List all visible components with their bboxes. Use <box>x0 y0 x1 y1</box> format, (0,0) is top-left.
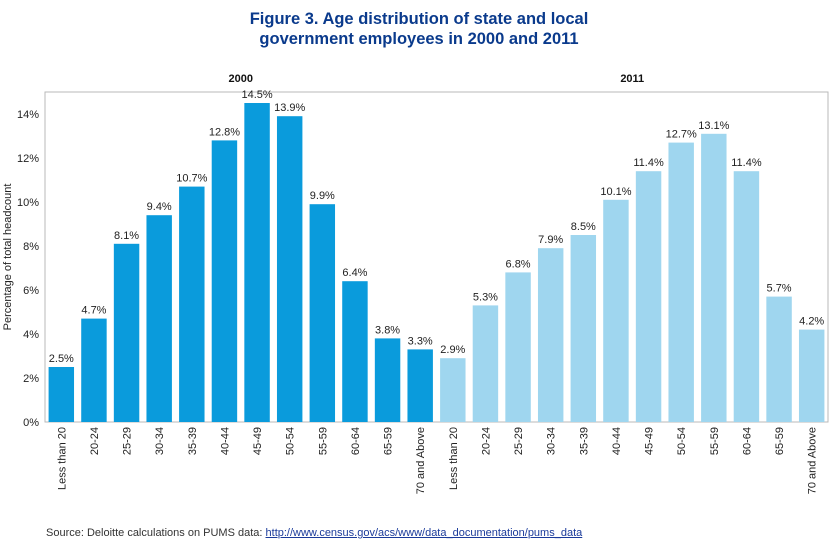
x-tick-label: 45-49 <box>252 427 264 455</box>
bar <box>798 329 825 422</box>
chart-title-line-2: government employees in 2000 and 2011 <box>259 30 579 48</box>
data-label: 9.9% <box>310 190 335 202</box>
data-label: 4.2% <box>799 316 824 328</box>
bar <box>570 235 597 422</box>
x-tick-label: 20-24 <box>89 427 101 455</box>
bar <box>244 103 270 422</box>
bar <box>766 296 792 422</box>
data-label: 13.1% <box>698 120 729 132</box>
group-label: 2000 <box>229 73 253 85</box>
data-label: 7.9% <box>538 234 563 246</box>
x-tick-label: 60-64 <box>741 427 753 455</box>
x-tick-label: 65-59 <box>383 427 395 455</box>
x-tick-label: 50-54 <box>285 427 297 455</box>
bar <box>211 140 238 422</box>
data-label: 9.4% <box>147 201 172 213</box>
source-note: Source: Deloitte calculations on PUMS da… <box>46 527 582 539</box>
data-label: 2.5% <box>49 353 74 365</box>
group-label: 2011 <box>620 73 644 85</box>
x-tick-label: 25-29 <box>513 427 525 455</box>
bar <box>407 349 433 422</box>
x-tick-label: 55-59 <box>709 427 721 455</box>
data-label: 3.3% <box>408 335 433 347</box>
data-label: 6.4% <box>342 267 367 279</box>
data-label: 12.8% <box>209 126 240 138</box>
y-tick-label: 12% <box>17 153 39 165</box>
y-tick-label: 8% <box>23 241 39 253</box>
x-tick-label: 25-29 <box>122 427 134 455</box>
data-label: 3.8% <box>375 324 400 336</box>
bar <box>668 142 694 422</box>
data-label: 5.7% <box>767 283 792 295</box>
bar <box>81 318 107 422</box>
data-label: 11.4% <box>633 157 664 169</box>
chart-title: Figure 3. Age distribution of state and … <box>0 9 838 49</box>
bar <box>733 171 760 422</box>
bar <box>48 367 75 422</box>
x-tick-label: 70 and Above <box>807 427 819 494</box>
x-tick-label: 45-49 <box>644 427 656 455</box>
x-tick-label: 40-44 <box>219 427 231 455</box>
y-axis-label: Percentage of total headcount <box>2 184 14 331</box>
data-label: 12.7% <box>666 129 697 141</box>
data-label: 4.7% <box>81 305 106 317</box>
x-tick-label: 30-34 <box>154 427 166 455</box>
bar <box>276 116 303 422</box>
x-tick-label: Less than 20 <box>448 427 460 490</box>
x-tick-label: 40-44 <box>611 427 623 455</box>
data-label: 11.4% <box>731 157 762 169</box>
bar <box>472 305 499 422</box>
x-tick-label: 35-39 <box>187 427 199 455</box>
bar <box>342 281 368 422</box>
y-tick-label: 0% <box>23 417 39 429</box>
bar <box>603 199 629 422</box>
plot-frame <box>44 91 829 423</box>
x-tick-label: 35-39 <box>578 427 590 455</box>
data-label: 14.5% <box>241 89 272 101</box>
source-link[interactable]: http://www.census.gov/acs/www/data_docum… <box>265 527 583 539</box>
bar <box>179 186 205 422</box>
chart-title-line-1: Figure 3. Age distribution of state and … <box>249 10 589 28</box>
y-tick-label: 14% <box>17 109 39 121</box>
y-tick-label: 10% <box>17 197 39 209</box>
data-label: 5.3% <box>473 291 498 303</box>
x-tick-label: 30-34 <box>546 427 558 455</box>
bar <box>113 243 140 422</box>
x-tick-label: 65-59 <box>774 427 786 455</box>
bar <box>635 171 662 422</box>
y-tick-label: 6% <box>23 285 39 297</box>
y-tick-label: 2% <box>23 373 39 385</box>
bar <box>701 133 727 423</box>
y-tick-label: 4% <box>23 329 39 341</box>
x-tick-label: 20-24 <box>480 427 492 455</box>
data-label: 8.5% <box>571 221 596 233</box>
source-prefix: Source: Deloitte calculations on PUMS da… <box>46 527 266 539</box>
bar <box>146 215 172 422</box>
x-tick-label: Less than 20 <box>56 427 68 490</box>
bar <box>537 248 564 422</box>
data-label: 2.9% <box>440 344 465 356</box>
bar <box>505 272 531 422</box>
x-tick-label: 55-59 <box>317 427 329 455</box>
x-tick-label: 50-54 <box>676 427 688 455</box>
x-tick-label: 70 and Above <box>415 427 427 494</box>
bar-chart: 0% 2% 4% 6% 8% 10% 12% 14% Percentage of total h… <box>2 73 829 494</box>
data-label: 13.9% <box>274 102 305 114</box>
bar <box>440 358 466 422</box>
bar <box>374 338 401 422</box>
x-tick-label: 60-64 <box>350 427 362 455</box>
data-label: 6.8% <box>506 258 531 270</box>
bar <box>309 204 336 422</box>
data-label: 10.7% <box>176 173 207 185</box>
data-label: 8.1% <box>114 230 139 242</box>
data-label: 10.1% <box>600 186 631 198</box>
